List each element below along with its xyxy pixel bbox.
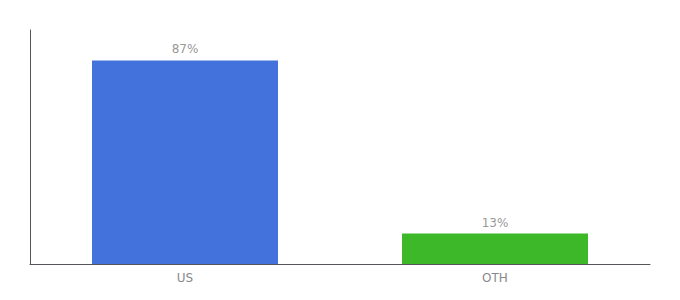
svg-text:OTH: OTH [482,271,508,285]
svg-text:US: US [177,271,193,285]
svg-text:13%: 13% [482,216,509,230]
svg-text:87%: 87% [172,42,199,56]
